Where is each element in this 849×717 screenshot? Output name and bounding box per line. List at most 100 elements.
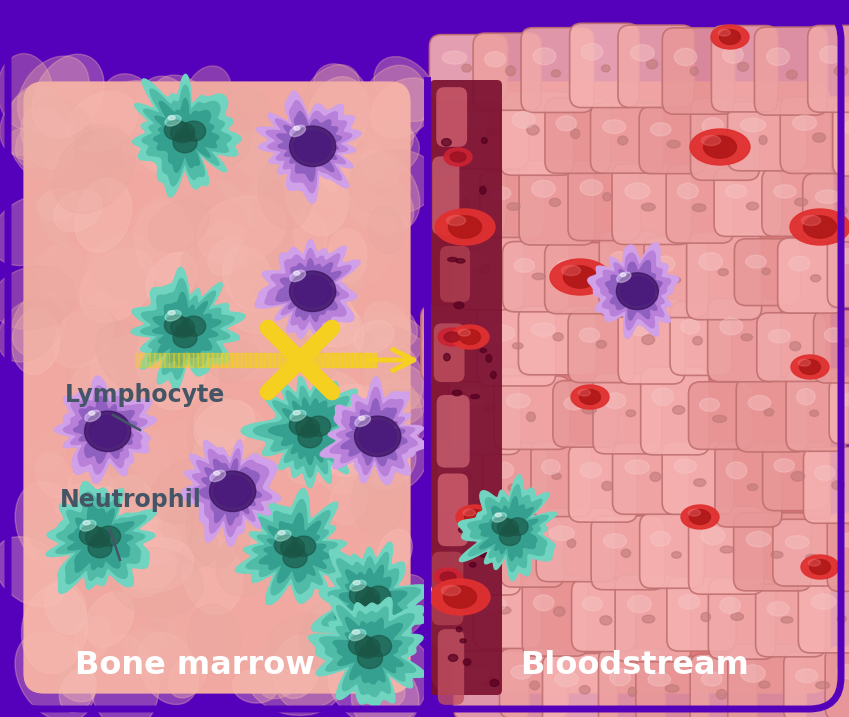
Ellipse shape (764, 409, 773, 416)
FancyBboxPatch shape (591, 516, 665, 590)
Ellipse shape (692, 204, 706, 212)
FancyBboxPatch shape (453, 651, 529, 717)
Ellipse shape (355, 637, 380, 658)
Ellipse shape (355, 416, 401, 457)
FancyBboxPatch shape (802, 174, 849, 242)
Ellipse shape (290, 270, 306, 282)
Ellipse shape (363, 338, 423, 412)
Bar (361, 353, 366, 367)
Ellipse shape (168, 310, 175, 315)
Ellipse shape (131, 196, 182, 252)
Ellipse shape (506, 66, 515, 76)
Ellipse shape (837, 665, 849, 679)
Ellipse shape (75, 179, 132, 252)
Ellipse shape (340, 311, 400, 356)
Ellipse shape (513, 343, 523, 349)
Polygon shape (200, 459, 261, 525)
FancyBboxPatch shape (434, 323, 464, 382)
Ellipse shape (514, 259, 535, 272)
FancyBboxPatch shape (798, 576, 849, 653)
Ellipse shape (343, 171, 413, 235)
FancyBboxPatch shape (569, 444, 638, 522)
FancyBboxPatch shape (827, 230, 849, 308)
Ellipse shape (32, 54, 104, 138)
Bar (193, 353, 199, 367)
Ellipse shape (286, 544, 304, 556)
FancyBboxPatch shape (803, 447, 849, 523)
Ellipse shape (0, 266, 76, 330)
FancyBboxPatch shape (670, 302, 732, 376)
Ellipse shape (96, 321, 162, 392)
Bar (207, 353, 212, 367)
Ellipse shape (354, 320, 394, 353)
Ellipse shape (53, 128, 135, 214)
Polygon shape (68, 505, 134, 572)
Polygon shape (256, 91, 361, 204)
Ellipse shape (349, 630, 366, 640)
Ellipse shape (704, 136, 736, 158)
Bar (183, 353, 188, 367)
Ellipse shape (486, 355, 492, 362)
Ellipse shape (555, 672, 578, 687)
Ellipse shape (767, 48, 790, 65)
FancyBboxPatch shape (708, 578, 775, 659)
Ellipse shape (316, 455, 360, 493)
FancyBboxPatch shape (430, 80, 498, 695)
Ellipse shape (290, 271, 335, 312)
Ellipse shape (441, 594, 461, 609)
Ellipse shape (643, 615, 655, 623)
Ellipse shape (349, 150, 438, 215)
Ellipse shape (718, 269, 728, 275)
Ellipse shape (747, 484, 758, 490)
Ellipse shape (712, 415, 727, 422)
Ellipse shape (168, 115, 175, 120)
Ellipse shape (495, 513, 502, 517)
FancyBboxPatch shape (593, 374, 661, 454)
Ellipse shape (430, 579, 490, 615)
Ellipse shape (53, 190, 103, 232)
Ellipse shape (355, 415, 370, 427)
FancyBboxPatch shape (545, 98, 610, 174)
FancyBboxPatch shape (521, 28, 593, 113)
Ellipse shape (533, 595, 554, 611)
Ellipse shape (292, 536, 316, 556)
Ellipse shape (356, 587, 380, 608)
Bar (298, 353, 304, 367)
Ellipse shape (444, 353, 450, 361)
Ellipse shape (52, 594, 97, 635)
Ellipse shape (801, 216, 821, 226)
Ellipse shape (285, 153, 348, 235)
Ellipse shape (824, 328, 844, 342)
Ellipse shape (283, 548, 307, 568)
Ellipse shape (88, 412, 95, 415)
Ellipse shape (678, 184, 699, 199)
FancyBboxPatch shape (430, 80, 502, 695)
Ellipse shape (378, 529, 413, 573)
Bar (370, 353, 376, 367)
Ellipse shape (165, 120, 188, 141)
Ellipse shape (275, 531, 291, 541)
Ellipse shape (762, 268, 770, 275)
Ellipse shape (204, 430, 254, 495)
FancyBboxPatch shape (543, 653, 617, 717)
Ellipse shape (485, 52, 506, 67)
FancyBboxPatch shape (813, 310, 849, 383)
Ellipse shape (83, 521, 90, 525)
Ellipse shape (602, 481, 613, 490)
Ellipse shape (652, 388, 673, 405)
Ellipse shape (720, 597, 740, 614)
Polygon shape (335, 565, 407, 632)
Ellipse shape (610, 668, 630, 685)
Ellipse shape (61, 306, 127, 396)
Ellipse shape (152, 134, 200, 171)
Bar (159, 353, 165, 367)
Ellipse shape (210, 471, 256, 511)
Ellipse shape (313, 572, 381, 647)
Ellipse shape (701, 612, 711, 622)
Ellipse shape (458, 329, 470, 336)
Ellipse shape (90, 334, 164, 394)
Ellipse shape (355, 667, 405, 708)
Polygon shape (468, 485, 548, 571)
Ellipse shape (55, 483, 110, 523)
Ellipse shape (37, 189, 80, 221)
